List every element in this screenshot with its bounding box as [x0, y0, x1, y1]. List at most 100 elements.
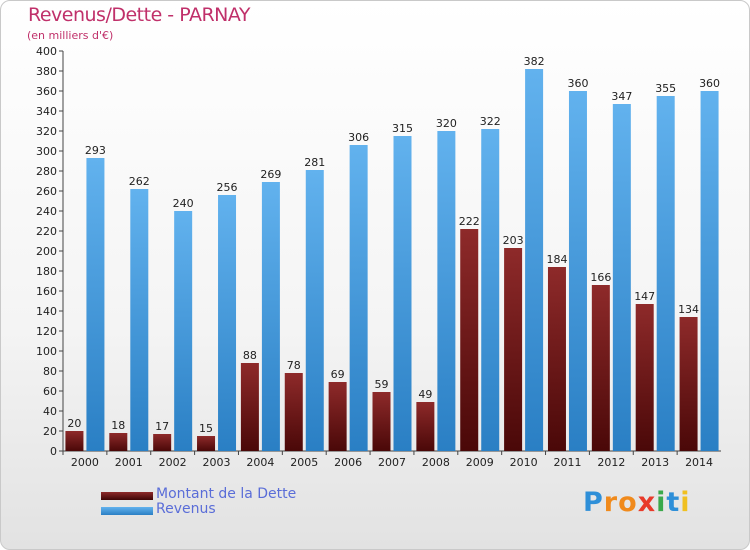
x-tick-label: 2011	[553, 456, 581, 469]
x-tick-label: 2014	[685, 456, 713, 469]
data-label-dette: 20	[67, 417, 81, 430]
data-label-revenus: 256	[217, 181, 238, 194]
y-tick-label: 220	[36, 225, 57, 238]
y-tick-label: 0	[50, 445, 57, 458]
data-label-revenus: 355	[655, 82, 676, 95]
x-axis: 2000 2001 2002 2003 2004 2005 2006 2007 2008 2009…	[62, 450, 721, 469]
bar-dette	[504, 248, 523, 451]
legend-swatch-revenus	[101, 507, 153, 515]
bar-revenus	[393, 136, 412, 451]
bar-dette	[153, 434, 172, 451]
y-tick-label: 380	[36, 65, 57, 78]
bar-dette	[416, 402, 435, 451]
bar-revenus	[437, 131, 456, 451]
data-label-dette: 222	[459, 215, 480, 228]
data-label-dette: 166	[590, 271, 611, 284]
y-tick-label: 20	[43, 425, 57, 438]
y-tick-label: 140	[36, 305, 57, 318]
y-tick-label: 60	[43, 385, 57, 398]
bar-revenus	[261, 182, 280, 451]
x-tick-label: 2003	[203, 456, 231, 469]
x-tick-label: 2005	[290, 456, 318, 469]
logo-letter: r	[603, 487, 619, 518]
y-tick-label: 240	[36, 205, 57, 218]
data-label-dette: 134	[678, 303, 699, 316]
chart-title: Revenus/Dette - PARNAY	[28, 4, 250, 26]
data-label-revenus: 360	[699, 77, 720, 90]
x-tick-label: 2001	[115, 456, 143, 469]
data-label-revenus: 293	[85, 144, 106, 157]
y-tick-label: 180	[36, 265, 57, 278]
x-tick-label: 2010	[510, 456, 538, 469]
data-label-revenus: 382	[524, 55, 545, 68]
bar-revenus	[174, 211, 193, 451]
bar-dette	[679, 317, 698, 451]
y-tick-label: 200	[36, 245, 57, 258]
bar-dette	[284, 373, 303, 451]
bar-revenus	[612, 104, 631, 451]
x-tick-label: 2006	[334, 456, 362, 469]
bar-revenus	[481, 129, 500, 451]
bar-revenus	[218, 195, 237, 451]
bar-revenus	[568, 91, 587, 451]
bar-dette	[635, 304, 654, 451]
bar-revenus	[700, 91, 719, 451]
data-label-revenus: 281	[304, 156, 325, 169]
bar-revenus	[656, 96, 675, 451]
x-tick-label: 2012	[597, 456, 625, 469]
data-label-dette: 18	[111, 419, 125, 432]
proxiti-logo: Proxiti	[583, 487, 691, 518]
y-tick-label: 160	[36, 285, 57, 298]
x-tick-label: 2009	[466, 456, 494, 469]
bars-group	[65, 69, 719, 451]
y-tick-label: 400	[36, 45, 57, 58]
data-label-dette: 88	[243, 349, 257, 362]
data-label-revenus: 315	[392, 122, 413, 135]
data-label-revenus: 347	[611, 90, 632, 103]
logo-letter: i	[656, 487, 667, 518]
data-label-dette: 49	[418, 388, 432, 401]
y-tick-label: 100	[36, 345, 57, 358]
bar-revenus	[349, 145, 368, 451]
bar-dette	[547, 267, 566, 451]
y-tick-label: 340	[36, 105, 57, 118]
data-label-dette: 203	[503, 234, 524, 247]
data-label-dette: 184	[546, 253, 567, 266]
data-label-revenus: 306	[348, 131, 369, 144]
y-tick-label: 80	[43, 365, 57, 378]
y-tick-label: 40	[43, 405, 57, 418]
bar-dette	[591, 285, 610, 451]
legend-swatch-dette	[101, 492, 153, 500]
data-label-revenus: 262	[129, 175, 150, 188]
data-label-revenus: 240	[173, 197, 194, 210]
bar-revenus	[305, 170, 324, 451]
bar-dette	[240, 363, 259, 451]
y-tick-label: 260	[36, 185, 57, 198]
logo-letter: o	[618, 487, 638, 518]
y-tick-label: 360	[36, 85, 57, 98]
bar-dette	[328, 382, 347, 451]
bar-revenus	[130, 189, 149, 451]
logo-letter: t	[666, 487, 681, 518]
data-label-revenus: 322	[480, 115, 501, 128]
data-label-revenus: 320	[436, 117, 457, 130]
bar-dette	[197, 436, 216, 451]
x-tick-label: 2013	[641, 456, 669, 469]
x-tick-label: 2000	[71, 456, 99, 469]
legend-label-dette: Montant de la Dette	[156, 486, 297, 502]
bar-revenus	[525, 69, 544, 451]
data-label-dette: 69	[331, 368, 345, 381]
data-labels-group: 20 293 18 262 17 240 15 256 88 269 78 281 69 306 59 315…	[67, 55, 720, 435]
y-tick-label: 280	[36, 165, 57, 178]
bar-dette	[65, 431, 84, 451]
y-tick-label: 300	[36, 145, 57, 158]
y-tick-label: 120	[36, 325, 57, 338]
legend-label-revenus: Revenus	[156, 501, 216, 517]
x-tick-label: 2008	[422, 456, 450, 469]
x-tick-label: 2004	[246, 456, 274, 469]
bar-dette	[109, 433, 128, 451]
data-label-revenus: 269	[260, 168, 281, 181]
x-tick-label: 2007	[378, 456, 406, 469]
data-label-dette: 15	[199, 422, 213, 435]
